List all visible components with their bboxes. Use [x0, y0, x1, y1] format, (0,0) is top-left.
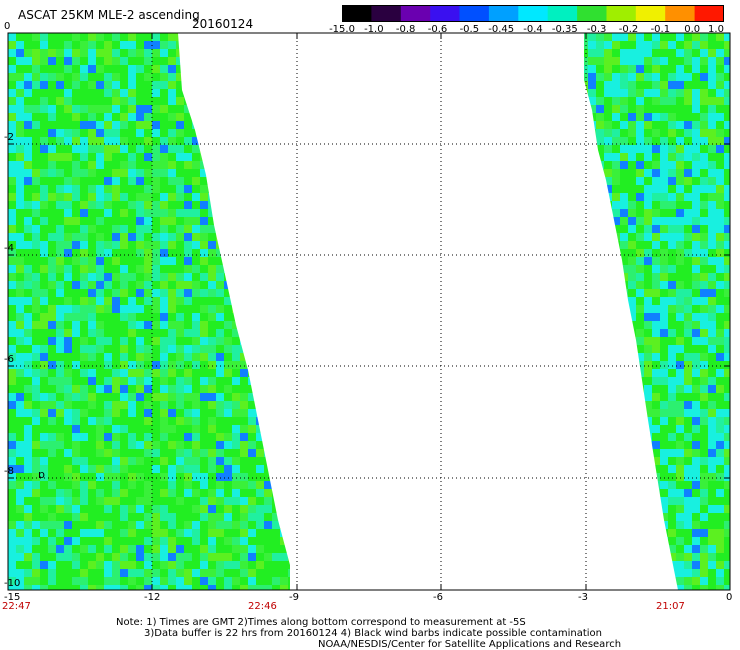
plot-frame [7, 32, 731, 591]
map-title: ASCAT 25KM MLE-2 ascending [18, 8, 200, 22]
y-tick-label: -4 [4, 243, 14, 254]
colorbar-gradient [342, 5, 725, 22]
y-tick-label: -10 [4, 578, 21, 589]
time-label: 21:07 [656, 601, 685, 612]
colorbar-label: -0.35 [551, 24, 578, 35]
colorbar-label: -0.6 [427, 24, 448, 35]
note-line-3: NOAA/NESDIS/Center for Satellite Applica… [318, 639, 622, 650]
colorbar-segment [371, 5, 402, 22]
colorbar-segment [459, 5, 490, 22]
map-date: 20160124 [192, 17, 254, 31]
x-tick-label: -9 [289, 592, 299, 603]
x-tick-label: -3 [578, 592, 588, 603]
colorbar-segment [400, 5, 431, 22]
colorbar-label: -1.0 [364, 24, 384, 35]
colorbar-segment [518, 5, 549, 22]
y-tick-label: -6 [4, 354, 14, 365]
colorbar-label: -0.4 [523, 24, 543, 35]
colorbar-segment [665, 5, 696, 22]
colorbar-segment [635, 5, 666, 22]
colorbar [342, 5, 725, 26]
wind-barb-icon: ɒ [38, 468, 45, 481]
colorbar-segment [577, 5, 608, 22]
note-line-2: 3)Data buffer is 22 hrs from 20160124 4)… [144, 628, 602, 639]
colorbar-segment [606, 5, 637, 22]
swath-right [584, 33, 730, 590]
colorbar-label: 0.0 [684, 24, 701, 35]
colorbar-label: -0.45 [488, 24, 515, 35]
colorbar-label: -0.8 [395, 24, 416, 35]
axis-ticks [7, 32, 731, 591]
colorbar-label: -15.0 [329, 24, 355, 35]
colorbar-label: -0.3 [586, 24, 607, 35]
x-tick-label: 0 [726, 592, 733, 603]
time-label: 22:46 [248, 601, 277, 612]
y-tick-label: -8 [4, 466, 14, 477]
x-tick-label: -15 [4, 592, 21, 603]
y-tick-label: -2 [4, 132, 14, 143]
colorbar-segment [342, 5, 372, 22]
x-tick-label: -6 [433, 592, 443, 603]
colorbar-segment [694, 5, 725, 22]
colorbar-label: -0.5 [459, 24, 480, 35]
colorbar-segment [547, 5, 578, 22]
colorbar-label: 1.0 [708, 24, 724, 35]
colorbar-segment [488, 5, 519, 22]
note-line-1: Note: 1) Times are GMT 2)Times along bot… [116, 617, 526, 628]
colorbar-segment [430, 5, 461, 22]
grid-lines [8, 33, 730, 590]
colorbar-label: -0.1 [650, 24, 671, 35]
y-tick-label: 0 [4, 21, 11, 32]
colorbar-label: -0.2 [618, 24, 639, 35]
x-tick-label: -12 [144, 592, 161, 603]
time-label: 22:47 [2, 601, 31, 612]
